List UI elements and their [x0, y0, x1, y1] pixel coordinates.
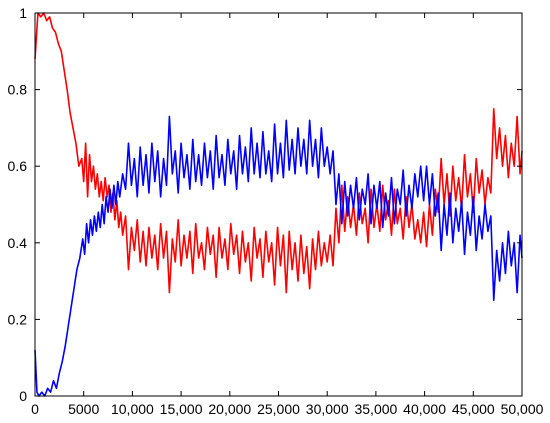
y-tick-label: 0.8: [8, 82, 28, 98]
x-tick-label: 20,000: [208, 401, 251, 417]
x-tick-label: 35,000: [354, 401, 397, 417]
x-axis: 0 5000 10,000 15,000 20,000 25,000 30,000 35,00…: [31, 13, 544, 417]
x-tick-label: 45,000: [452, 401, 495, 417]
series-line-2: [34, 115, 523, 397]
x-tick-label: 50,000: [501, 401, 544, 417]
y-axis: 0 0.2 0.4 0.6 0.8 1: [8, 5, 522, 404]
y-tick-label: 0.4: [8, 235, 28, 251]
x-tick-label: 0: [31, 401, 39, 417]
series-line-1: [34, 12, 523, 294]
x-tick-label: 25,000: [257, 401, 300, 417]
y-tick-label: 1: [19, 5, 27, 21]
y-tick-label: 0.6: [8, 158, 28, 174]
x-tick-label: 40,000: [403, 401, 446, 417]
plot-series: [34, 12, 523, 397]
x-tick-label: 15,000: [160, 401, 203, 417]
y-tick-label: 0.2: [8, 311, 28, 327]
y-tick-label: 0: [19, 388, 27, 404]
x-tick-label: 10,000: [111, 401, 154, 417]
x-tick-label: 5000: [68, 401, 99, 417]
x-tick-label: 30,000: [306, 401, 349, 417]
